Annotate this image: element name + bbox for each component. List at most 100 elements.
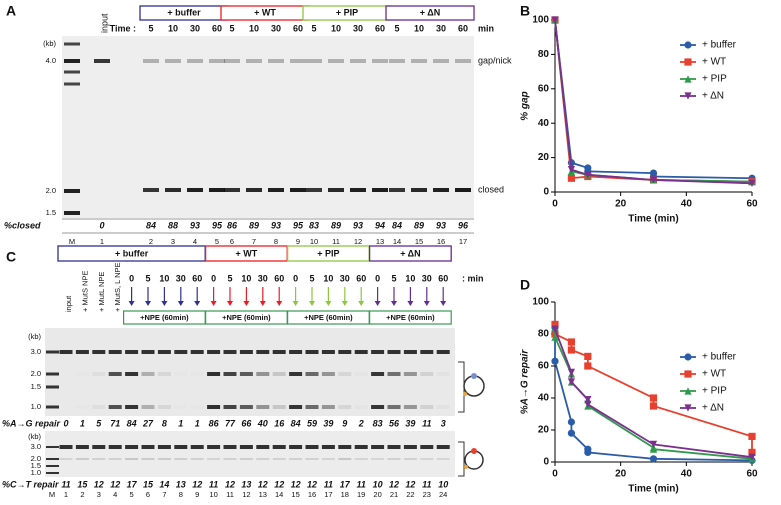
gel-image (62, 36, 474, 218)
time-label: 5 (227, 273, 232, 283)
gel-band (190, 458, 204, 460)
marker (551, 333, 559, 341)
gel-band (174, 458, 188, 460)
closed-value: 95 (212, 220, 223, 230)
ladder-label: 4.0 (46, 56, 56, 65)
gel-band (125, 405, 139, 409)
panel-label: B (520, 3, 530, 19)
legend-marker (684, 353, 692, 361)
ladder-band (46, 372, 59, 376)
gel-band (411, 59, 427, 63)
lane-number: 11 (332, 237, 340, 246)
gel-band (125, 445, 139, 449)
ct-value: 12 (307, 479, 317, 489)
gel-band (190, 350, 204, 354)
gel-band (387, 350, 401, 354)
ct-value: 13 (241, 479, 251, 489)
closed-value: 95 (293, 220, 304, 230)
gel-band (256, 372, 270, 376)
gel-band (256, 350, 270, 354)
gel-band (92, 350, 106, 354)
ct-value: 13 (176, 479, 186, 489)
gel-band (321, 405, 335, 409)
legend-marker (684, 387, 692, 395)
lane-label: + MutS NPE (80, 271, 89, 312)
marker (649, 445, 658, 453)
ct-value: 12 (274, 479, 284, 489)
y-tick-label: 80 (538, 329, 550, 340)
panel-label: D (520, 277, 530, 293)
gel-band (371, 350, 385, 354)
ct-value: 14 (159, 479, 169, 489)
panel-label: C (6, 249, 16, 265)
gel-band (350, 188, 366, 192)
ladder-label: 1.0 (31, 402, 41, 411)
legend-marker (684, 41, 692, 49)
gel-band (403, 405, 417, 409)
x-tick-label: 20 (615, 469, 627, 480)
y-tick-label: 40 (538, 393, 550, 404)
lane-number: 10 (209, 490, 217, 499)
group-label: + buffer (115, 248, 149, 258)
gel-band (108, 445, 122, 449)
ct-value: 11 (61, 479, 70, 489)
arrow-head (407, 301, 414, 306)
group-label: + PIP (336, 7, 358, 17)
gel-band (403, 445, 417, 449)
band-label: gap/nick (478, 55, 512, 65)
time-label: 60 (356, 273, 366, 283)
ag-value: 1 (195, 418, 200, 428)
time-label: 10 (168, 23, 178, 33)
closed-value: 89 (331, 220, 341, 230)
ladder-label: 3.0 (31, 442, 41, 451)
gel-band (209, 59, 225, 63)
gel-band (141, 372, 155, 376)
gel-band (246, 59, 262, 63)
gel-band (223, 405, 237, 409)
ladder-label: 3.0 (31, 347, 41, 356)
ag-value: 5 (96, 418, 102, 428)
marker (567, 338, 576, 346)
ag-value: 27 (142, 418, 154, 428)
marker (748, 453, 756, 461)
gel-band (338, 350, 352, 354)
arrow-head (243, 301, 250, 306)
gel-band (268, 59, 284, 63)
gel-band (389, 59, 405, 63)
gel-band (92, 445, 106, 449)
gel-band (92, 405, 106, 409)
lane-number: 1 (64, 490, 68, 499)
gel-band (165, 188, 181, 192)
lane-number: 16 (437, 237, 445, 246)
ladder-band (64, 70, 80, 74)
gel-band (207, 445, 221, 449)
y-tick-label: 0 (543, 457, 549, 468)
lane-number: 23 (423, 490, 431, 499)
ladder-label: 2.0 (31, 454, 41, 463)
ct-value: 15 (143, 479, 154, 489)
lane-number: M (69, 237, 75, 246)
gel-band (387, 445, 401, 449)
ag-value: 8 (162, 418, 167, 428)
ag-value: 39 (323, 418, 333, 428)
gel-band (437, 405, 450, 409)
gel-band (436, 445, 450, 449)
lane-number: 12 (354, 237, 362, 246)
gel-band (256, 445, 270, 449)
lane-number: 12 (242, 490, 250, 499)
gel-band (223, 458, 237, 460)
gel-band (420, 372, 434, 376)
marker (567, 368, 576, 376)
gel-band (403, 350, 417, 354)
gel-band (190, 445, 204, 449)
gel-band (436, 458, 450, 460)
size-unit: (kb) (28, 432, 41, 441)
gel-band (387, 372, 401, 376)
gel-band (289, 405, 303, 409)
gel-band (355, 405, 368, 409)
time-label: 10 (241, 273, 251, 283)
row-label: %closed (4, 220, 41, 230)
size-unit: (kb) (28, 332, 41, 341)
time-label: 30 (258, 273, 268, 283)
lane-number: 5 (215, 237, 219, 246)
